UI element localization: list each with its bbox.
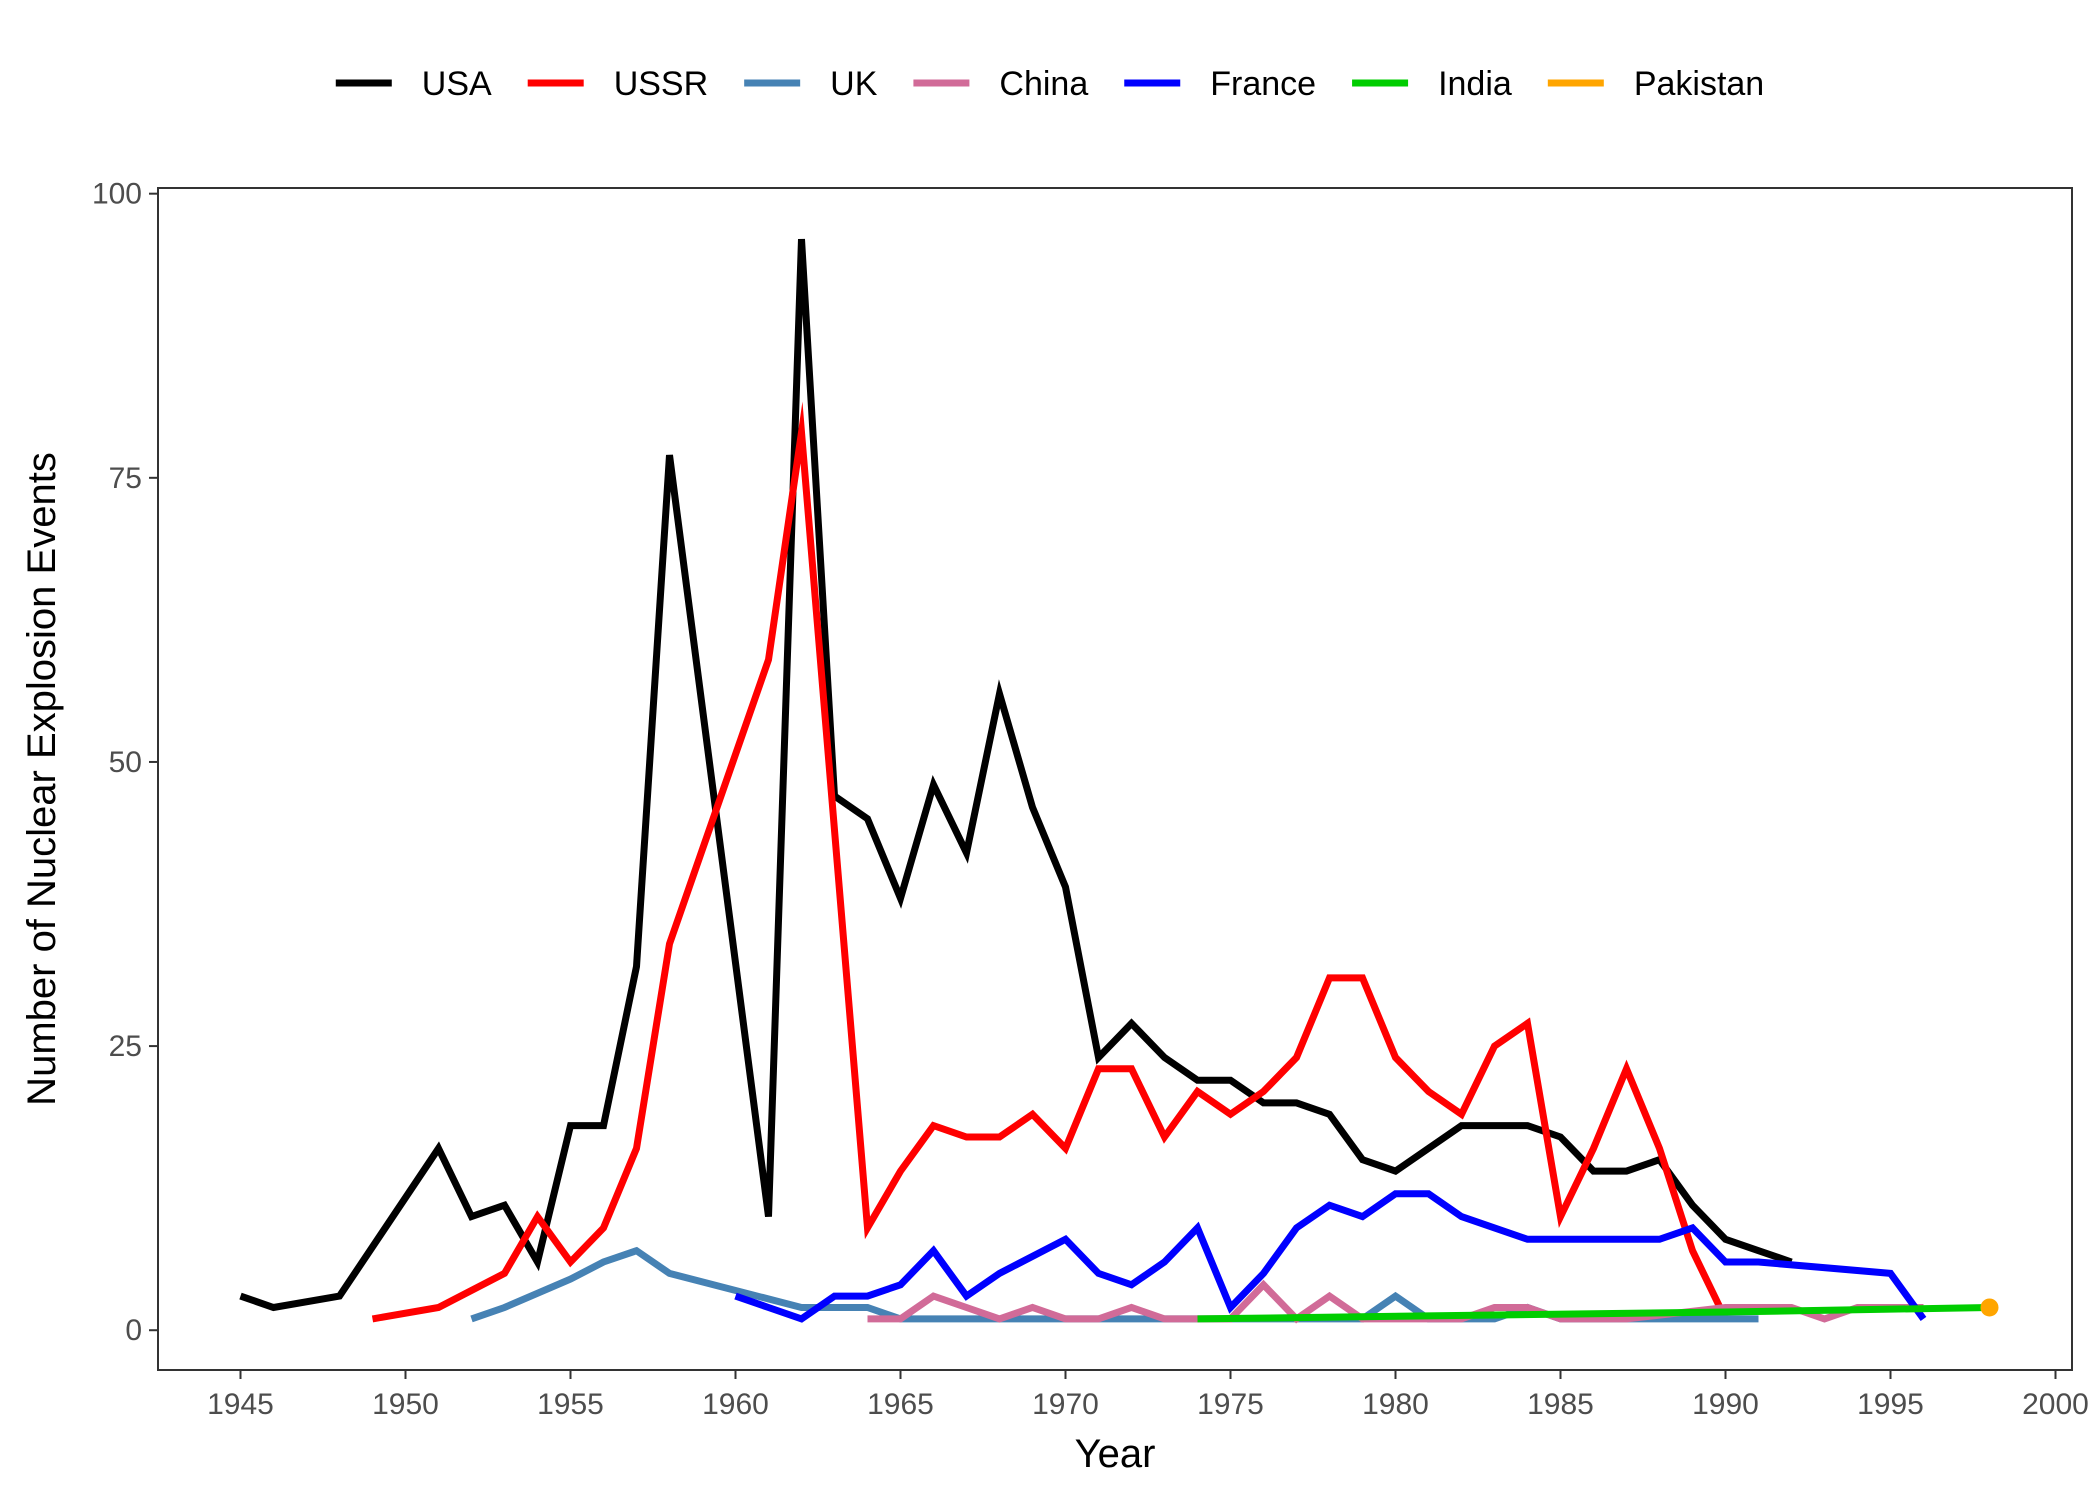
y-tick-label-100: 100 — [92, 178, 142, 211]
legend-label-uk: UK — [830, 65, 878, 103]
x-tick-label-1995: 1995 — [1857, 1388, 1924, 1421]
series-line-ussr — [371, 401, 1729, 1323]
legend-label-china: China — [999, 65, 1088, 103]
x-tick-label-1980: 1980 — [1362, 1388, 1429, 1421]
legend-label-india: India — [1438, 65, 1512, 103]
series-line-india — [1197, 1304, 1990, 1323]
x-tick-label-1965: 1965 — [867, 1388, 934, 1421]
y-tick-label-50: 50 — [109, 746, 142, 779]
legend-item-uk: UK — [744, 65, 878, 103]
legend-item-france: France — [1124, 65, 1316, 103]
x-tick-label-1975: 1975 — [1197, 1388, 1264, 1421]
x-tick-label-1950: 1950 — [372, 1388, 439, 1421]
y-tick-label-0: 0 — [125, 1314, 142, 1347]
x-axis: 1945 1950 1955 1960 1965 1970 1975 1980 1985 1990… — [207, 1370, 2089, 1421]
x-tick-label-1985: 1985 — [1527, 1388, 1594, 1421]
legend-item-china: China — [913, 65, 1088, 103]
series-line-uk — [470, 1246, 1759, 1323]
legend-item-pakistan: Pakistan — [1547, 65, 1764, 103]
y-tick-label-75: 75 — [109, 462, 142, 495]
x-tick-label-1955: 1955 — [537, 1388, 604, 1421]
legend-item-usa: USA — [335, 65, 492, 103]
legend-label-pakistan: Pakistan — [1634, 65, 1764, 103]
x-tick-label-1990: 1990 — [1692, 1388, 1759, 1421]
series-point-pakistan-0 — [1980, 1298, 1999, 1317]
x-tick-label-1945: 1945 — [207, 1388, 274, 1421]
x-tick-label-2000: 2000 — [2022, 1388, 2089, 1421]
plot-frame — [157, 187, 2073, 1371]
y-axis-title: Number of Nuclear Explosion Events — [20, 452, 64, 1106]
x-tick-label-1970: 1970 — [1032, 1388, 1099, 1421]
series-line-china — [867, 1279, 1924, 1324]
y-tick-label-25: 25 — [109, 1030, 142, 1063]
legend: USA USSR UK China France India Pakistan — [335, 65, 1764, 103]
legend-label-ussr: USSR — [614, 65, 708, 103]
series-line-usa — [239, 238, 1793, 1312]
legend-item-ussr: USSR — [527, 65, 708, 103]
x-axis-title: Year — [1075, 1432, 1156, 1476]
legend-label-france: France — [1210, 65, 1316, 103]
x-tick-label-1960: 1960 — [702, 1388, 769, 1421]
series-layer — [239, 238, 1999, 1324]
y-axis: 0 25 50 75 100 — [92, 178, 158, 1347]
legend-label-usa: USA — [422, 65, 492, 103]
legend-item-india: India — [1352, 65, 1512, 103]
series-line-france — [734, 1190, 1927, 1323]
